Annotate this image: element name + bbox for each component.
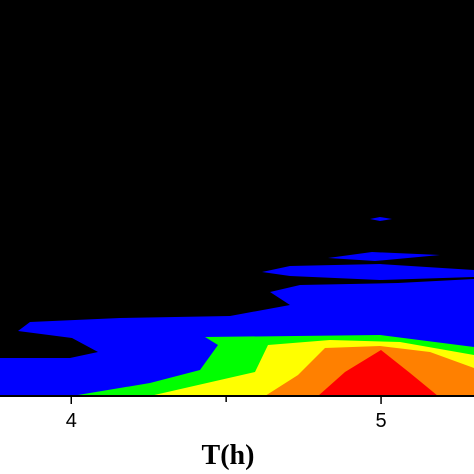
contour-level-5 (318, 350, 438, 396)
x-axis-title: T(h) (202, 440, 255, 471)
contour-blue-speck (370, 217, 392, 221)
contour-blue-streak (328, 252, 440, 261)
x-tick-label: 4 (66, 410, 77, 432)
x-tick-label: 5 (375, 410, 386, 432)
contour-red (318, 350, 438, 396)
contour-blue-band (262, 264, 474, 280)
